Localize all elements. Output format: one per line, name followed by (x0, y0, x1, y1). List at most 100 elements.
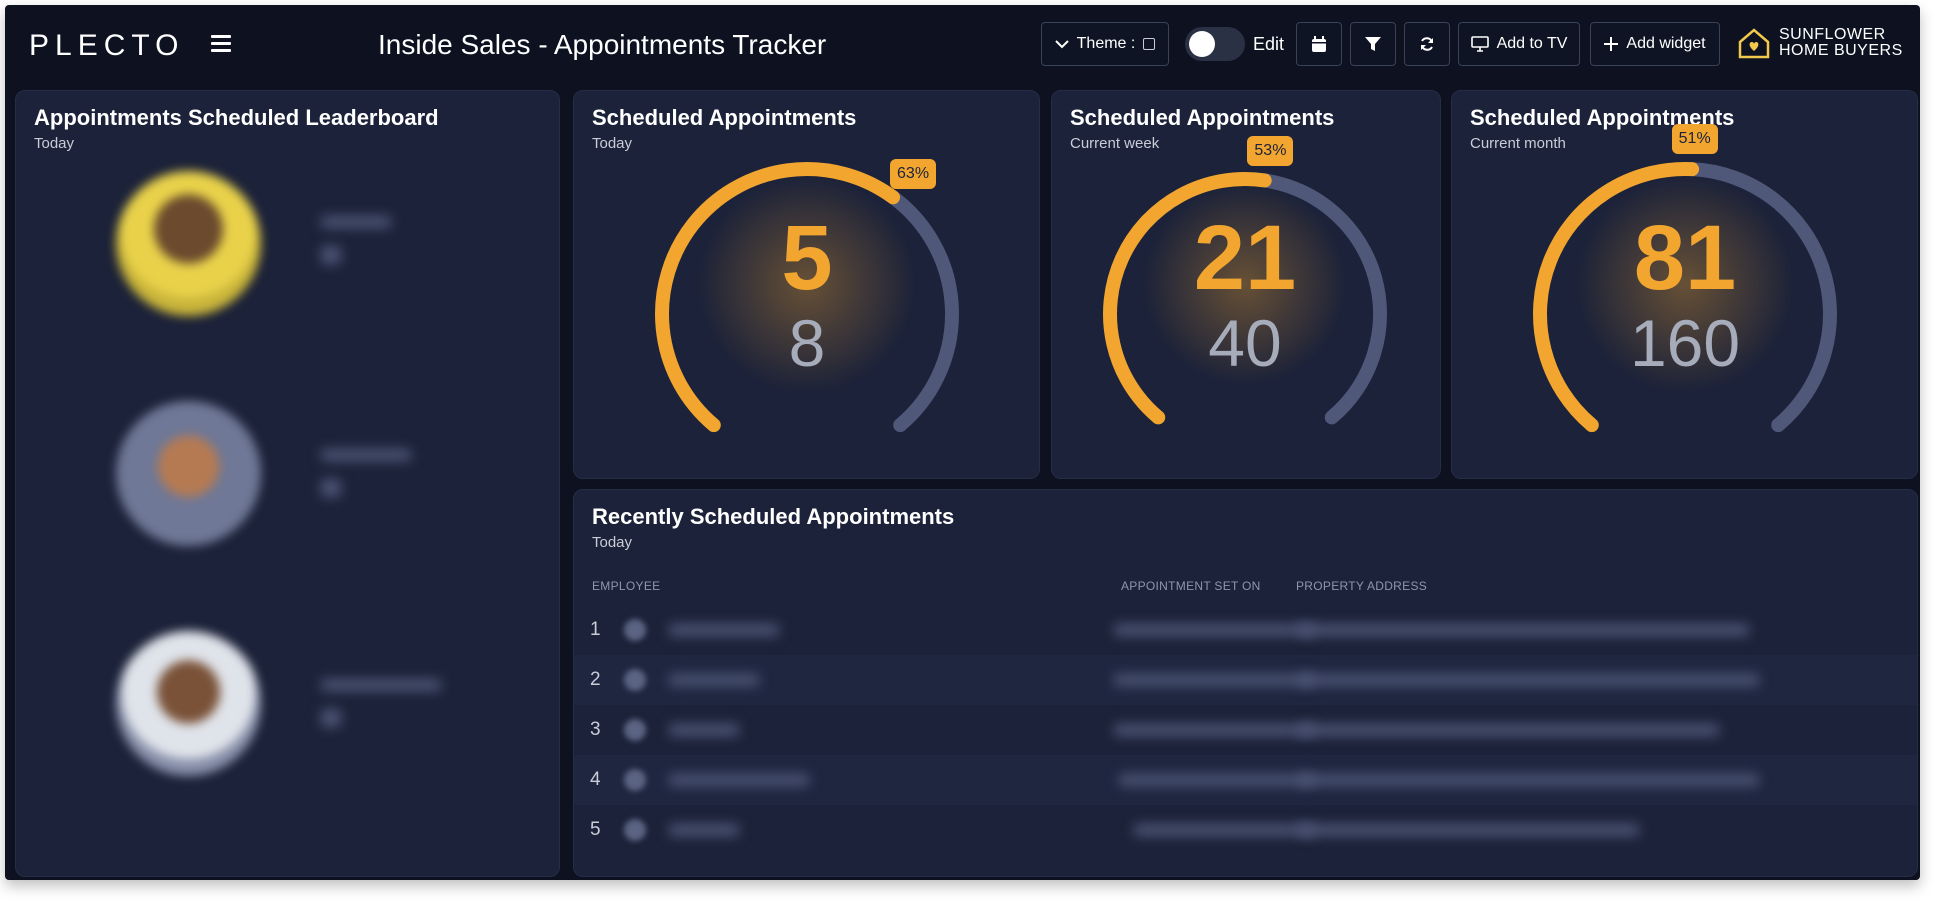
filter-button[interactable] (1350, 22, 1396, 66)
add-to-tv-label: Add to TV (1496, 35, 1568, 52)
add-widget-label: Add widget (1626, 35, 1706, 52)
gauge-value: 21 (1194, 207, 1296, 309)
property-address-blurred (1299, 674, 1759, 686)
gauge-widget-today[interactable]: Scheduled Appointments Today 5 8 63% (573, 90, 1040, 479)
monitor-icon (1470, 36, 1489, 52)
employee-name-blurred (669, 824, 739, 836)
add-widget-button[interactable]: Add widget (1590, 22, 1720, 66)
column-header-employee[interactable]: EMPLOYEE (592, 579, 661, 593)
toggle-knob (1189, 31, 1215, 57)
property-address-blurred (1299, 624, 1749, 636)
gauge-track (886, 190, 959, 433)
avatar (116, 171, 261, 316)
gauge-progress-arc (1533, 162, 1700, 433)
gauge-target: 160 (1630, 306, 1740, 380)
appointment-date-blurred (1114, 674, 1314, 686)
recent-subtitle: Today (592, 534, 633, 551)
gauge-target: 8 (789, 306, 826, 380)
gauge-subtitle: Current week (1070, 135, 1160, 152)
avatar (624, 719, 646, 741)
edit-toggle[interactable] (1185, 27, 1245, 61)
theme-swatch-icon (1143, 38, 1156, 50)
gauge-target: 40 (1208, 306, 1281, 380)
avatar (116, 401, 261, 546)
row-rank: 1 (590, 619, 601, 640)
appointment-date-blurred (1114, 724, 1314, 736)
column-header-set-on[interactable]: APPOINTMENT SET ON (1121, 579, 1261, 593)
house-heart-icon (1738, 28, 1770, 59)
leaderboard-entry (116, 401, 516, 561)
leaderboard-list (56, 171, 556, 871)
entry-name-blurred (321, 216, 391, 228)
appointment-date-blurred (1134, 824, 1314, 836)
row-rank: 2 (590, 669, 601, 690)
table-row[interactable]: 3 (574, 705, 1917, 755)
plus-icon (1604, 37, 1619, 51)
gauge-value: 5 (781, 207, 832, 309)
filter-icon (1365, 37, 1381, 51)
property-address-blurred (1299, 824, 1639, 836)
gauge-track (1257, 173, 1387, 425)
theme-label: Theme : (1076, 35, 1136, 52)
gauge-percent-badge: 63% (890, 158, 937, 189)
avatar (624, 619, 646, 641)
entry-score-blurred (321, 709, 341, 727)
table-row[interactable]: 1 (574, 605, 1917, 655)
leaderboard-widget[interactable]: Appointments Scheduled Leaderboard Today (15, 90, 560, 877)
row-rank: 5 (590, 819, 601, 840)
table-row[interactable]: 2 (574, 655, 1917, 705)
refresh-button[interactable] (1404, 22, 1450, 66)
plecto-logo[interactable]: PLECTO (29, 29, 185, 62)
gauge-track (1685, 162, 1837, 433)
gauge-subtitle: Today (592, 135, 633, 152)
theme-button[interactable]: Theme : (1041, 22, 1169, 66)
gauge-subtitle: Current month (1470, 135, 1566, 152)
employee-name-blurred (669, 624, 779, 636)
employee-name-blurred (669, 724, 739, 736)
appointment-date-blurred (1114, 624, 1314, 636)
row-rank: 3 (590, 719, 601, 740)
table-row[interactable]: 5 (574, 805, 1917, 855)
top-bar: PLECTO Inside Sales - Appointments Track… (5, 5, 1920, 83)
property-address-blurred (1299, 774, 1759, 786)
entry-name-blurred (321, 449, 411, 461)
refresh-icon (1421, 37, 1433, 51)
gauge-progress-arc (1103, 172, 1272, 425)
employee-name-blurred (669, 774, 809, 786)
chevron-down-icon (1054, 40, 1069, 49)
leaderboard-entry (116, 631, 516, 791)
brand-line-2: HOME BUYERS (1779, 42, 1903, 59)
gauge-title: Scheduled Appointments (592, 105, 857, 130)
table-row[interactable]: 4 (574, 755, 1917, 805)
menu-icon[interactable] (211, 35, 231, 53)
avatar (624, 769, 646, 791)
sunflower-logo: SUNFLOWER HOME BUYERS (1737, 27, 1903, 59)
entry-name-blurred (321, 679, 441, 691)
column-header-address[interactable]: PROPERTY ADDRESS (1296, 579, 1428, 593)
leaderboard-entry (116, 171, 516, 331)
add-to-tv-button[interactable]: Add to TV (1458, 22, 1580, 66)
gauge-percent-badge: 51% (1671, 124, 1718, 155)
dashboard-app: PLECTO Inside Sales - Appointments Track… (5, 5, 1920, 880)
gauge-widget-week[interactable]: Scheduled Appointments Current week 21 40… (1051, 90, 1441, 479)
recent-title: Recently Scheduled Appointments (592, 504, 955, 529)
row-rank: 4 (590, 769, 601, 790)
gauge-glow (1576, 175, 1794, 393)
calendar-button[interactable] (1296, 22, 1342, 66)
property-address-blurred (1299, 724, 1719, 736)
gauge-percent-badge: 53% (1247, 135, 1294, 166)
page-title: Inside Sales - Appointments Tracker (378, 29, 827, 60)
recent-appointments-widget[interactable]: Recently Scheduled Appointments Today EM… (573, 489, 1918, 877)
leaderboard-subtitle: Today (34, 135, 75, 152)
leaderboard-title: Appointments Scheduled Leaderboard (34, 105, 439, 130)
avatar (624, 819, 646, 841)
brand-line-1: SUNFLOWER (1779, 26, 1886, 43)
gauge-title: Scheduled Appointments (1070, 105, 1335, 130)
gauge-value: 81 (1634, 207, 1736, 309)
appointment-date-blurred (1119, 774, 1314, 786)
edit-label: Edit (1253, 34, 1285, 54)
entry-score-blurred (321, 479, 341, 497)
gauge-widget-month[interactable]: Scheduled Appointments Current month 81 1… (1451, 90, 1918, 479)
